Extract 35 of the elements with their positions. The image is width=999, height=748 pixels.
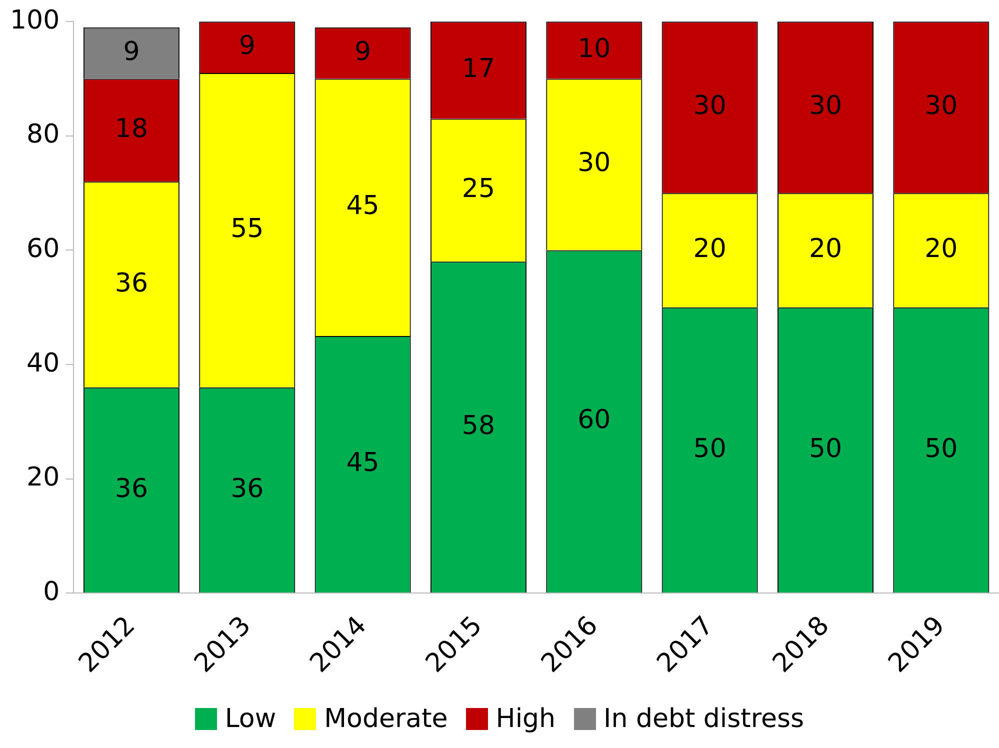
data-label: 9 — [123, 36, 140, 67]
data-label: 36 — [114, 268, 148, 298]
data-label: 20 — [693, 234, 726, 264]
y-tick-label: 0 — [43, 576, 60, 607]
data-label: 30 — [578, 148, 611, 178]
data-label: 58 — [462, 410, 496, 441]
y-tick-label: 60 — [26, 234, 60, 264]
data-label: 30 — [924, 91, 958, 122]
data-label: 10 — [578, 34, 611, 64]
data-label: 50 — [924, 434, 958, 464]
data-label: 9 — [354, 36, 372, 67]
legend-label: Low — [224, 704, 276, 734]
data-label: 20 — [924, 234, 958, 264]
data-label: 55 — [230, 214, 264, 244]
data-label: 45 — [346, 448, 380, 478]
y-tick-label: 20 — [26, 462, 60, 493]
legend-label: Moderate — [324, 704, 448, 734]
data-label: 30 — [808, 91, 842, 122]
data-label: 36 — [114, 474, 148, 504]
data-label: 17 — [462, 54, 496, 84]
legend-label: High — [496, 704, 556, 734]
data-label: 50 — [808, 434, 842, 464]
legend-label: In debt distress — [604, 704, 804, 734]
y-tick-label: 100 — [10, 5, 60, 36]
data-label: 60 — [578, 405, 611, 436]
data-label: 18 — [114, 114, 148, 144]
data-label: 30 — [693, 91, 726, 122]
y-tick-label: 40 — [26, 348, 60, 378]
data-label: 45 — [346, 191, 380, 222]
y-tick-label: 80 — [26, 120, 60, 150]
data-label: 36 — [230, 474, 264, 504]
data-label: 25 — [462, 174, 496, 204]
data-label: 50 — [693, 434, 726, 464]
data-label: 9 — [238, 31, 256, 62]
data-label: 20 — [808, 234, 842, 264]
